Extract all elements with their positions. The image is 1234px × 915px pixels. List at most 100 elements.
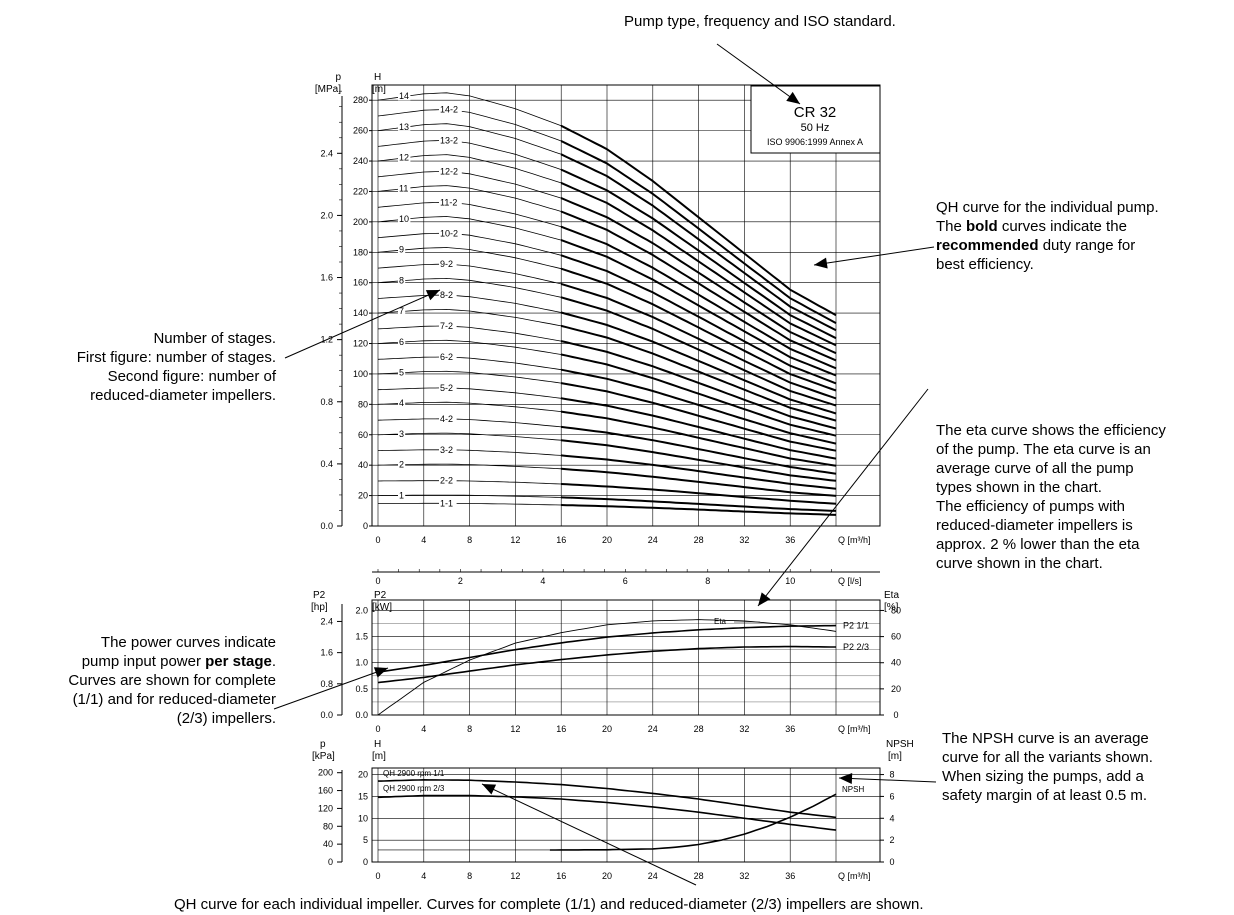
ls-tick-label: 8 <box>705 576 710 586</box>
qh-curve-2-2 <box>377 480 562 485</box>
qh-y-tick-label: 140 <box>353 308 368 318</box>
qh-curve-14-recommended <box>560 124 837 317</box>
pump-frequency: 50 Hz <box>801 122 830 134</box>
npsh-h-tick-label: 10 <box>358 813 368 823</box>
qh-curve-4-recommended <box>561 410 837 467</box>
npsh-axis-label: NPSH <box>886 739 914 750</box>
arrow-qh-curve-head <box>814 257 828 269</box>
qh-curve-6 <box>377 339 562 355</box>
qh-curve-label: 7-2 <box>440 321 453 331</box>
power-x-tick-label: 36 <box>785 724 795 734</box>
qh-y-tick-label: 100 <box>353 369 368 379</box>
annotation-power: The power curves indicate pump input pow… <box>68 634 276 727</box>
qh-curve-label-bg <box>398 214 411 224</box>
qh-curve-label-bg <box>398 244 406 254</box>
kpa-tick-label: 80 <box>323 821 333 831</box>
power-x-tick-label: 12 <box>510 724 520 734</box>
qh-x-tick-label: 16 <box>556 535 566 545</box>
qh-curve-7 <box>377 308 562 327</box>
kw-tick-label: 0.0 <box>355 710 368 720</box>
kw-tick-label: 1.0 <box>355 658 368 668</box>
qh-curve-label-bg <box>398 336 406 346</box>
qh-curve-label-bg <box>439 444 457 454</box>
qh-y-tick-label: 120 <box>353 339 368 349</box>
qh-curve-label-bg <box>439 382 457 392</box>
qh-curve-label-bg <box>439 228 462 238</box>
qh-curve-8-2-recommended <box>560 311 837 415</box>
qh-curve-label: 9 <box>399 245 404 255</box>
qh-curve-label: 9-2 <box>440 259 453 269</box>
qh-curve-label: 11 <box>399 183 408 193</box>
qh-curve-10-2 <box>377 232 562 256</box>
qh-curve-11-2-recommended <box>560 225 837 370</box>
ls-tick-label: 6 <box>623 576 628 586</box>
npsh-tick-label: 0 <box>889 857 894 867</box>
qh-curve-label-bg <box>398 459 406 469</box>
qh-curve-label: 4 <box>399 398 404 408</box>
annotation-bottom: QH curve for each individual impeller. C… <box>174 896 924 913</box>
qh-curve-label: 4-2 <box>440 414 453 424</box>
power-series-1 <box>377 645 836 684</box>
qh-curve-label: 13-2 <box>440 135 458 145</box>
qh-curve-13-2 <box>377 139 562 170</box>
qh-curve-label: 13 <box>399 122 409 132</box>
head-axis-label: H <box>374 72 381 83</box>
ls-axis-label: Q [l/s] <box>838 576 862 586</box>
qh-curve-label-bg <box>439 290 457 300</box>
qh-curve-8-2 <box>377 294 562 313</box>
annotation-stages: Number of stages. First figure: number o… <box>76 330 276 404</box>
npsh-h-tick-label: 0 <box>363 857 368 867</box>
kpa-axis-label: p <box>320 739 326 750</box>
qh-x-tick-label: 12 <box>510 535 520 545</box>
power-x-tick-label: 24 <box>648 724 658 734</box>
qh-curve-2-2-recommended <box>561 483 837 505</box>
qh-curve-11-2 <box>377 201 562 228</box>
pump-info-box <box>750 85 881 154</box>
qh-curve-label-bg <box>398 398 406 408</box>
npsh-x-tick-label: 36 <box>785 871 795 881</box>
qh-curve-label-bg <box>398 91 411 101</box>
kpa-tick-label: 40 <box>323 839 333 849</box>
qh-curve-label-bg <box>398 306 406 316</box>
qh-y-tick-label: 200 <box>353 217 368 227</box>
qh-curve-label: 8 <box>399 275 404 285</box>
qh-curve-3 <box>377 432 562 441</box>
npsh-axis-unit: [m] <box>888 751 902 762</box>
qh-curve-label-bg <box>398 152 411 162</box>
eta-tick-label: 40 <box>891 658 901 668</box>
hp-axis-label: P2 <box>313 590 326 601</box>
mpa-tick-label: 1.6 <box>320 273 333 283</box>
mpa-tick-label: 0.8 <box>320 397 333 407</box>
qh-curve-4-2-recommended <box>561 425 837 475</box>
npsh-series-2 <box>549 793 837 851</box>
qh-curve-label-bg <box>398 367 406 377</box>
npsh-plot-frame <box>371 767 881 863</box>
qh-curve-10-2-recommended <box>560 254 837 385</box>
npsh-x-tick-label: 32 <box>739 871 749 881</box>
ls-tick-label: 2 <box>458 576 463 586</box>
qh-curve-13-recommended <box>560 153 837 332</box>
qh-y-tick-label: 40 <box>358 460 368 470</box>
qh-curve-label-bg <box>439 498 457 508</box>
qh-curve-3-recommended <box>561 439 837 482</box>
kpa-tick-label: 200 <box>318 768 333 778</box>
qh-curve-12-recommended <box>560 181 837 347</box>
npsh-x-tick-label: 24 <box>648 871 658 881</box>
qh-curve-label-bg <box>439 166 462 176</box>
arrow-pump-type-head <box>786 91 800 104</box>
qh-curve-label: 6 <box>399 337 404 347</box>
eta-tick-label: 20 <box>891 684 901 694</box>
eta-axis-unit: [%] <box>884 602 899 613</box>
qh-curve-1 <box>377 494 562 498</box>
qh-curve-label: 14-2 <box>440 105 458 115</box>
qh-y-tick-label: 260 <box>353 126 368 136</box>
hp-tick-label: 0.8 <box>320 679 333 689</box>
mpa-tick-label: 2.4 <box>320 148 333 158</box>
npsh-h-tick-label: 5 <box>363 835 368 845</box>
npsh-tick-label: 4 <box>889 813 894 823</box>
qh-curve-12-2-recommended <box>560 197 837 355</box>
pump-standard: ISO 9906:1999 Annex A <box>767 137 863 147</box>
npsh-h-axis-label: H <box>374 739 381 750</box>
qh-curve-label-bg <box>439 135 462 145</box>
